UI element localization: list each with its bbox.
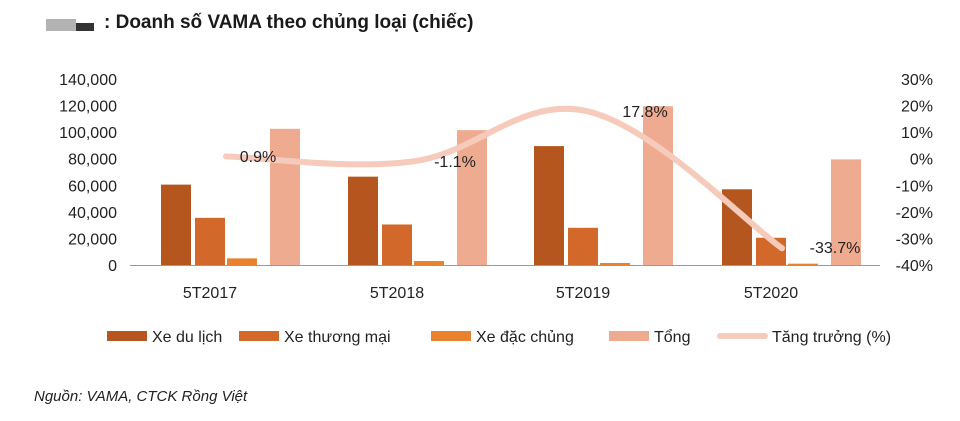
y-right-tick-label: 10% [901,125,933,142]
legend-label-1: Xe du lịch [152,329,222,346]
bar-1-5t2017 [161,184,191,265]
bar-2-5t2019 [568,227,598,265]
growth-data-label: -1.1% [434,154,476,171]
bar-1-5t2019 [534,146,564,265]
bar-2-5t2018 [382,224,412,265]
legend-swatch-3 [431,331,471,341]
y-left-tick-label: 20,000 [68,231,117,248]
chart-title-row: : Doanh số VAMA theo chủng loại (chiếc) [46,12,473,34]
legend-swatch-4 [609,331,649,341]
y-right-tick-label: -10% [896,178,933,195]
x-tick-label: 5T2017 [183,285,237,302]
legend-swatch-2 [239,331,279,341]
y-left-tick-label: 60,000 [68,178,117,195]
figure-number-mark [46,14,98,32]
y-left-tick-label: 0 [108,258,117,275]
y-left-tick-label: 40,000 [68,205,117,222]
y-right-tick-label: 30% [901,72,933,89]
bar-1-5t2018 [348,176,378,265]
chart-title: : Doanh số VAMA theo chủng loại (chiếc) [104,12,474,33]
source-note: Nguồn: VAMA, CTCK Rồng Việt [34,388,248,405]
legend-swatch-1 [107,331,147,341]
bar-4-5t2018 [457,130,487,265]
x-tick-label: 5T2019 [556,285,610,302]
bar-2-5t2017 [195,217,225,265]
growth-data-label: -33.7% [810,240,861,257]
bar-3-5t2019 [600,263,630,265]
growth-data-label: 0.9% [240,149,276,166]
bar-3-5t2020 [788,263,818,265]
y-left-tick-label: 80,000 [68,152,117,169]
legend-label-growth: Tăng trưởng (%) [772,329,891,346]
y-right-tick-label: -20% [896,205,933,222]
bar-4-5t2017 [270,128,300,265]
legend-label-2: Xe thương mại [284,329,391,346]
y-left-tick-label: 140,000 [59,72,117,89]
y-right-tick-label: 0% [910,152,933,169]
y-left-tick-label: 120,000 [59,99,117,116]
x-tick-label: 5T2018 [370,285,424,302]
legend-label-4: Tổng [654,328,690,346]
bar-3-5t2017 [227,258,257,265]
legend-label-3: Xe đặc chủng [476,329,574,346]
y-right-tick-label: 20% [901,99,933,116]
bar-4-5t2019 [643,106,673,265]
growth-data-label: 17.8% [622,104,667,121]
growth-line [223,105,785,252]
y-right-tick-label: -40% [896,258,933,275]
y-right-tick-label: -30% [896,231,933,248]
x-tick-label: 5T2020 [744,285,798,302]
bar-3-5t2018 [414,261,444,265]
bar-4-5t2020 [831,159,861,265]
y-left-tick-label: 100,000 [59,125,117,142]
